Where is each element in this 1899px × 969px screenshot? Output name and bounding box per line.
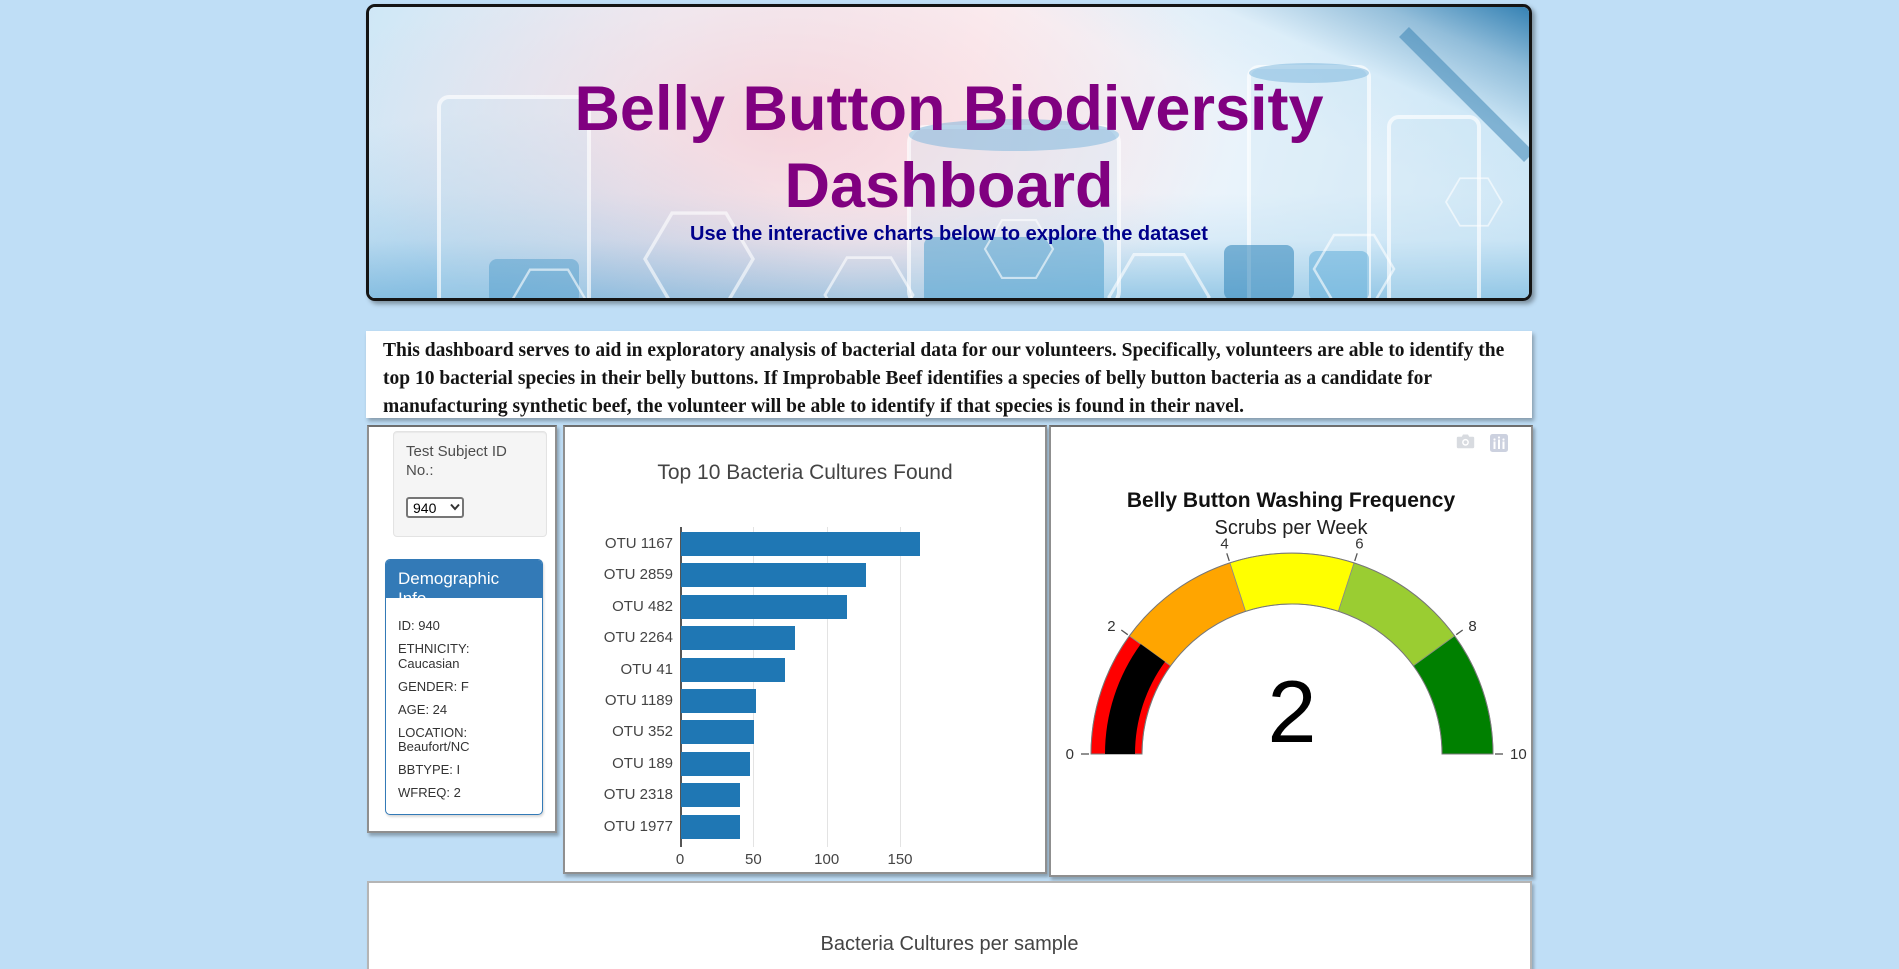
dashboard-title: Belly Button Biodiversity Dashboard: [369, 71, 1529, 225]
x-gridline: [900, 527, 901, 847]
x-axis-tick: 50: [744, 851, 762, 868]
x-axis-tick: 150: [887, 851, 913, 868]
subject-id-select[interactable]: 940: [406, 497, 464, 518]
gauge-value-number: 2: [1268, 662, 1317, 761]
bar-otu-1167[interactable]: [681, 532, 921, 556]
bar-otu-2318[interactable]: [681, 783, 740, 808]
gauge-arc-segment: [1229, 552, 1355, 612]
bubble-chart-panel: Bacteria Cultures per sample: [367, 881, 1532, 969]
y-axis-label: OTU 482: [612, 597, 673, 615]
bar-otu-189[interactable]: [681, 751, 750, 776]
dashboard-title-line1: Belly Button Biodiversity: [574, 74, 1324, 144]
gauge-tick-mark: [1226, 553, 1230, 562]
demographic-panel-heading: Demographic Info: [386, 560, 542, 608]
x-axis-tick: 0: [675, 851, 685, 868]
y-axis-label: OTU 2859: [603, 566, 673, 584]
gauge-chart: 0 2 4 6 8 10 2: [1066, 536, 1527, 763]
demographic-item: WFREQ: 2: [398, 785, 461, 800]
gauge-tick-label: 2: [1107, 618, 1115, 635]
subject-id-label: Test Subject ID No.:: [406, 442, 534, 480]
x-axis-zero-line: [680, 527, 682, 847]
dashboard-subtitle: Use the interactive charts below to expl…: [690, 223, 1208, 245]
y-axis-label: OTU 2318: [603, 786, 673, 804]
demographic-panel: Demographic Info ID: 940 ETHNICITY: Cauca…: [385, 559, 543, 815]
subject-id-label-line1: Test Subject ID: [406, 443, 507, 460]
subject-id-well: Test Subject ID No.: 940: [393, 431, 547, 537]
gauge-tick-label: 8: [1468, 618, 1476, 635]
camera-icon[interactable]: [1456, 434, 1475, 457]
gauge-band-outline: [1090, 552, 1494, 755]
demographic-item: ETHNICITY: Caucasian: [398, 641, 470, 671]
demographic-item: BBTYPE: I: [398, 762, 461, 777]
bar-chart-panel: Top 10 Bacteria Cultures Found 0 50 100 150…: [563, 425, 1047, 874]
demographic-item: LOCATION: Beaufort/NC: [398, 724, 470, 754]
plotly-logo-icon[interactable]: [1490, 434, 1508, 457]
bar-otu-1977[interactable]: [681, 814, 740, 839]
bar-otu-1189[interactable]: [681, 689, 756, 713]
bar-otu-352[interactable]: [681, 720, 755, 745]
gauge-tick-label: 6: [1355, 536, 1363, 553]
demographic-item: ID: 940: [398, 618, 440, 633]
dashboard-title-line2: Dashboard: [784, 151, 1114, 221]
gauge-tick-mark: [1354, 553, 1358, 562]
header-banner: Belly Button Biodiversity Dashboard Use …: [366, 4, 1532, 301]
gauge-tick-mark: [1120, 629, 1129, 636]
bar-otu-2264[interactable]: [681, 626, 796, 651]
y-axis-label: OTU 1977: [603, 817, 673, 835]
y-axis-label: OTU 41: [620, 660, 673, 678]
x-gridline: [753, 527, 755, 847]
y-axis-label: OTU 2264: [603, 629, 673, 647]
gauge-title: Belly Button Washing Frequency: [1126, 489, 1456, 512]
bar-otu-2859[interactable]: [681, 563, 866, 588]
selector-column: Test Subject ID No.: 940 Demographic Inf…: [367, 425, 557, 833]
intro-panel: This dashboard serves to aid in explorat…: [366, 331, 1532, 418]
gauge-tick-label: 0: [1066, 746, 1074, 763]
gauge-tick-label: 4: [1220, 536, 1228, 553]
plotly-modebar: [1456, 434, 1508, 457]
lab-glassware-image: [369, 7, 1529, 298]
y-axis-label: OTU 1189: [604, 692, 673, 709]
y-axis-label: OTU 189: [612, 754, 673, 772]
intro-text: This dashboard serves to aid in explorat…: [383, 340, 1505, 417]
subject-id-label-line2: No.:: [406, 462, 434, 479]
lab-glassware-illustration: [437, 27, 1529, 298]
gauge-subtitle: Scrubs per Week: [1214, 517, 1368, 539]
bar-chart-plot-area: 0 50 100 150 OTU 1167 OTU 2859 OTU 482 OTU 2264…: [565, 427, 1045, 872]
bubble-chart-title: Bacteria Cultures per sample: [820, 933, 1079, 955]
x-gridline: [826, 527, 828, 847]
bar-otu-482[interactable]: [681, 594, 847, 619]
bar-otu-41[interactable]: [681, 657, 786, 682]
gauge-chart-panel: Belly Button Washing Frequency Scrubs pe…: [1049, 425, 1533, 877]
y-axis-label: OTU 352: [612, 723, 673, 741]
demographic-item: AGE: 24: [398, 701, 448, 717]
gauge-tick-label: 10: [1510, 746, 1527, 763]
x-axis-tick: 100: [814, 851, 840, 868]
gauge-value-bar: [1105, 644, 1165, 754]
bar-chart-title: Top 10 Bacteria Cultures Found: [657, 461, 953, 484]
demographic-item: GENDER: F: [398, 678, 469, 694]
y-axis-label: OTU 1167: [604, 535, 673, 552]
demographic-panel-body: ID: 940 ETHNICITY: Caucasian GENDER: F AGE:…: [386, 598, 542, 801]
gauge-tick-mark: [1455, 629, 1464, 636]
